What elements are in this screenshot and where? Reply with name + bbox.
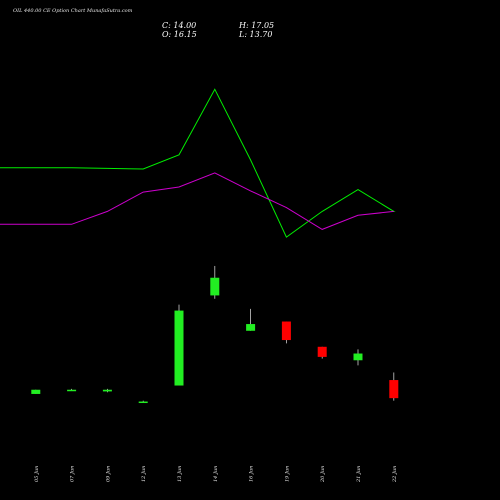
open-value: O: 16.15 [162,30,197,39]
x-axis-ticks: 05 Jun 07 Jun 09 Jun 12 Jun 13 Jun 14 Jun 16 J… [34,466,398,483]
candle-body [246,324,256,331]
candle-body [174,310,184,386]
candle-13-jun [174,304,184,386]
x-tick-label: 20 Jun [320,466,326,483]
candle-body [31,389,41,394]
candle-body [102,389,112,392]
indicator-line-1 [0,88,396,238]
x-tick-label: 19 Jun [284,466,290,482]
candles [31,265,399,404]
high-value: H: 17.05 [239,21,275,30]
x-tick-label: 05 Jun [34,466,40,482]
candle-body [317,346,327,357]
x-tick-label: 13 Jun [177,466,183,482]
candle-09-jun [102,388,112,393]
indicator-line-2 [0,172,394,230]
x-tick-label: 16 Jun [249,466,255,482]
candle-07-jun [67,388,77,392]
x-tick-label: 12 Jun [141,466,147,482]
x-tick-label: 09 Jun [105,466,111,482]
candle-body [138,401,148,404]
candle-12-jun [138,400,148,404]
candle-05-jun [31,389,41,394]
candle-14-jun [210,265,220,299]
low-value: L: 13.70 [239,30,273,39]
chart-title: OIL 440.00 CE Option Chart MunafaSutra.c… [13,8,133,14]
x-tick-label: 14 Jun [213,466,219,482]
close-value: C: 14.00 [162,21,197,30]
x-tick-label: 07 Jun [70,466,76,482]
candle-body [353,353,363,361]
indicator-lines [0,88,396,238]
candle-body [67,389,77,392]
candle-19-jun [281,321,291,344]
candle-21-jun [353,349,363,366]
candle-16-jun [246,308,256,331]
x-tick-label: 21 Jun [356,466,362,483]
x-tick-label: 22 Jun [392,466,398,483]
candle-20-jun [317,346,327,359]
candle-body [281,321,291,341]
candle-body [389,380,399,399]
candle-body [210,277,220,296]
candle-22-jun [389,372,399,401]
